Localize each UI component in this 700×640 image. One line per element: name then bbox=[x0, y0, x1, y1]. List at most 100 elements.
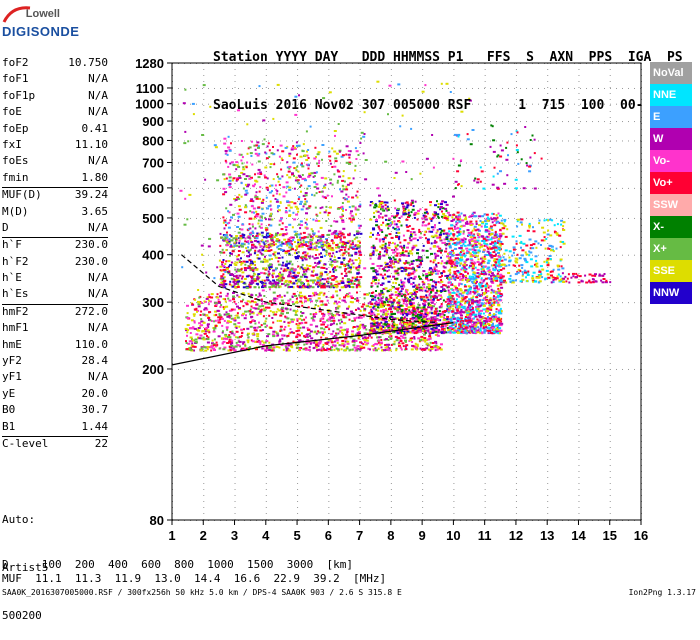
echo-point bbox=[300, 220, 303, 222]
grid-dot bbox=[508, 140, 509, 141]
grid-dot bbox=[610, 393, 611, 394]
echo-point bbox=[275, 257, 278, 259]
grid-dot bbox=[360, 477, 361, 478]
grid-dot bbox=[484, 162, 485, 163]
grid-dot bbox=[214, 218, 215, 219]
grid-dot bbox=[485, 459, 486, 460]
echo-point bbox=[263, 246, 265, 248]
echo-point bbox=[282, 257, 284, 259]
echo-point bbox=[208, 294, 210, 296]
echo-point bbox=[256, 141, 259, 143]
echo-point bbox=[314, 262, 316, 264]
echo-point bbox=[345, 186, 347, 188]
echo-point bbox=[204, 333, 207, 335]
echo-point bbox=[236, 327, 238, 329]
grid-dot bbox=[610, 183, 611, 184]
echo-point bbox=[277, 320, 279, 322]
grid-dot bbox=[516, 489, 517, 490]
grid-dot bbox=[328, 453, 329, 454]
echo-point bbox=[232, 286, 235, 288]
grid-dot bbox=[436, 188, 437, 189]
grid-dot bbox=[266, 357, 267, 358]
echo-point bbox=[208, 331, 210, 333]
echo-point bbox=[287, 300, 290, 302]
echo-point bbox=[237, 317, 240, 319]
echo-point bbox=[274, 254, 276, 256]
grid-dot bbox=[391, 513, 392, 514]
echo-point bbox=[288, 350, 291, 352]
echo-point bbox=[336, 340, 339, 342]
echo-point bbox=[310, 324, 313, 326]
echo-point bbox=[341, 273, 343, 275]
grid-dot bbox=[220, 140, 221, 141]
echo-point bbox=[219, 266, 222, 268]
grid-dot bbox=[628, 188, 629, 189]
grid-dot bbox=[391, 381, 392, 382]
echo-point bbox=[249, 313, 251, 315]
grid-dot bbox=[190, 88, 191, 89]
grid-dot bbox=[516, 159, 517, 160]
echo-point bbox=[344, 249, 346, 251]
grid-dot bbox=[266, 369, 267, 370]
grid-dot bbox=[578, 393, 579, 394]
echo-point bbox=[346, 145, 349, 147]
echo-point bbox=[227, 298, 229, 300]
echo-point bbox=[256, 333, 259, 335]
echo-point bbox=[333, 322, 335, 324]
grid-dot bbox=[391, 369, 392, 370]
echo-point bbox=[223, 298, 225, 300]
grid-dot bbox=[328, 495, 329, 496]
grid-dot bbox=[610, 285, 611, 286]
grid-dot bbox=[485, 399, 486, 400]
echo-point bbox=[312, 219, 314, 221]
echo-point bbox=[286, 292, 288, 294]
echo-point bbox=[320, 337, 322, 339]
echo-point bbox=[269, 215, 272, 217]
grid-dot bbox=[340, 302, 341, 303]
echo-point bbox=[273, 300, 276, 302]
grid-dot bbox=[328, 267, 329, 268]
x-tick-label: 11 bbox=[478, 528, 492, 543]
grid-dot bbox=[424, 140, 425, 141]
grid-dot bbox=[202, 104, 203, 105]
grid-dot bbox=[610, 219, 611, 220]
grid-dot bbox=[266, 291, 267, 292]
grid-dot bbox=[547, 495, 548, 496]
grid-dot bbox=[214, 255, 215, 256]
echo-point bbox=[347, 295, 350, 297]
echo-point bbox=[205, 327, 208, 329]
echo-point bbox=[347, 234, 350, 236]
echo-point bbox=[350, 280, 353, 282]
echo-point bbox=[440, 343, 443, 345]
grid-dot bbox=[262, 369, 263, 370]
echo-point bbox=[300, 297, 302, 299]
grid-dot bbox=[280, 162, 281, 163]
grid-dot bbox=[547, 423, 548, 424]
grid-dot bbox=[208, 188, 209, 189]
grid-dot bbox=[526, 188, 527, 189]
grid-dot bbox=[328, 297, 329, 298]
grid-dot bbox=[406, 188, 407, 189]
echo-point bbox=[220, 275, 223, 277]
grid-dot bbox=[360, 213, 361, 214]
echo-point bbox=[285, 207, 287, 209]
grid-dot bbox=[516, 447, 517, 448]
echo-point bbox=[357, 191, 359, 193]
grid-dot bbox=[360, 507, 361, 508]
x-tick-label: 6 bbox=[325, 528, 332, 543]
echo-point bbox=[304, 297, 307, 299]
echo-point bbox=[295, 280, 297, 282]
grid-dot bbox=[453, 207, 454, 208]
echo-point bbox=[216, 342, 218, 344]
echo-point bbox=[254, 250, 256, 252]
grid-dot bbox=[266, 465, 267, 466]
echo-point bbox=[233, 346, 235, 348]
grid-dot bbox=[442, 218, 443, 219]
grid-dot bbox=[184, 302, 185, 303]
grid-dot bbox=[203, 507, 204, 508]
echo-point bbox=[213, 327, 216, 329]
grid-dot bbox=[514, 188, 515, 189]
grid-dot bbox=[453, 387, 454, 388]
echo-point bbox=[358, 257, 360, 259]
echo-point bbox=[272, 322, 274, 324]
